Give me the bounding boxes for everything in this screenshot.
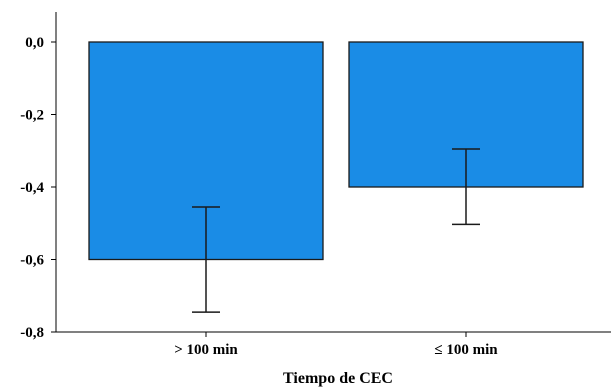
error-bar [452, 148, 480, 226]
x-axis: > 100 min ≤ 100 min [56, 331, 611, 358]
y-axis: 0,0 -0,2 -0,4 -0,6 -0,8 [20, 12, 57, 341]
x-axis-title: Tiempo de CEC [283, 370, 393, 387]
x-tick-label: > 100 min [174, 342, 238, 358]
y-tick-label: -0,8 [20, 325, 44, 341]
y-tick-label: -0,2 [20, 108, 44, 124]
y-tick-label: -0,6 [20, 253, 44, 269]
bars [88, 41, 584, 261]
y-tick-label: -0,4 [20, 180, 44, 196]
y-tick-label: 0,0 [25, 35, 44, 51]
error-bar [192, 206, 220, 313]
error-bars [192, 148, 480, 313]
x-tick-label: ≤ 100 min [434, 342, 498, 358]
